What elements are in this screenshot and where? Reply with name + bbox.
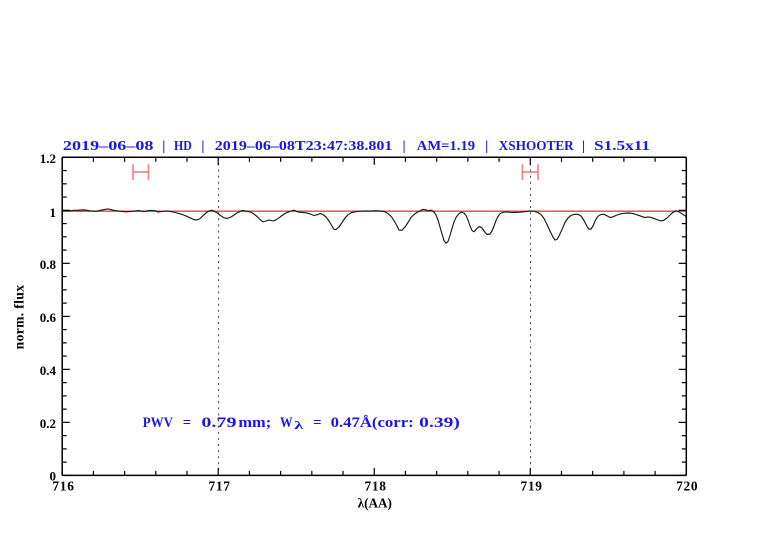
svg-text:0.6: 0.6 (40, 310, 57, 325)
svg-text:λ: λ (294, 420, 304, 432)
svg-text:|: | (402, 139, 405, 154)
svg-text:1.2: 1.2 (40, 151, 56, 166)
svg-text:XSHOOTER: XSHOOTER (499, 139, 575, 154)
svg-text:|: | (485, 139, 488, 154)
svg-text:0.47Å(corr:: 0.47Å(corr: (331, 415, 414, 431)
svg-text:S1.5x11: S1.5x11 (594, 139, 650, 154)
svg-text:W: W (280, 415, 293, 431)
svg-text:718: 718 (365, 479, 387, 494)
svg-text:|: | (162, 139, 165, 154)
svg-text:λ(AA): λ(AA) (358, 496, 392, 511)
svg-text:2019–06–08: 2019–06–08 (63, 139, 154, 154)
svg-text:716: 716 (52, 479, 74, 494)
svg-text:0.79: 0.79 (201, 415, 236, 431)
svg-text:AM=1.19: AM=1.19 (417, 139, 475, 154)
svg-text:=: = (183, 415, 191, 431)
svg-text:720: 720 (676, 479, 698, 494)
svg-text:=: = (313, 415, 321, 431)
svg-text:HD: HD (174, 139, 192, 154)
svg-text:719: 719 (521, 479, 543, 494)
svg-text:|: | (201, 139, 204, 154)
svg-text:0.4: 0.4 (40, 363, 57, 378)
svg-text:|: | (582, 139, 585, 154)
svg-text:norm. flux: norm. flux (12, 285, 27, 350)
svg-text:717: 717 (209, 479, 231, 494)
svg-text:mm;: mm; (238, 415, 271, 431)
svg-text:PWV: PWV (143, 415, 173, 431)
svg-text:1: 1 (50, 205, 57, 220)
svg-text:0: 0 (50, 469, 57, 484)
svg-text:0.8: 0.8 (40, 257, 57, 272)
svg-text:0.39): 0.39) (419, 415, 460, 431)
svg-text:2019–06–08T23:47:38.801: 2019–06–08T23:47:38.801 (215, 139, 393, 154)
svg-text:0.2: 0.2 (40, 416, 56, 431)
